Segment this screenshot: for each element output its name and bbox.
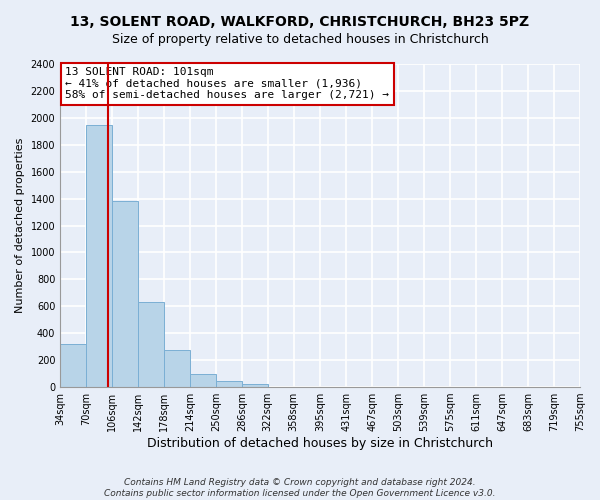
Text: Size of property relative to detached houses in Christchurch: Size of property relative to detached ho… <box>112 32 488 46</box>
Text: Contains HM Land Registry data © Crown copyright and database right 2024.
Contai: Contains HM Land Registry data © Crown c… <box>104 478 496 498</box>
X-axis label: Distribution of detached houses by size in Christchurch: Distribution of detached houses by size … <box>147 437 493 450</box>
Bar <box>190 374 216 387</box>
Bar <box>216 382 242 387</box>
Y-axis label: Number of detached properties: Number of detached properties <box>15 138 25 313</box>
Text: 13, SOLENT ROAD, WALKFORD, CHRISTCHURCH, BH23 5PZ: 13, SOLENT ROAD, WALKFORD, CHRISTCHURCH,… <box>70 15 530 29</box>
Bar <box>86 124 112 387</box>
Text: 13 SOLENT ROAD: 101sqm
← 41% of detached houses are smaller (1,936)
58% of semi-: 13 SOLENT ROAD: 101sqm ← 41% of detached… <box>65 67 389 100</box>
Bar <box>112 202 138 387</box>
Bar <box>242 384 268 387</box>
Bar <box>60 344 86 387</box>
Bar <box>164 350 190 387</box>
Bar <box>138 302 164 387</box>
